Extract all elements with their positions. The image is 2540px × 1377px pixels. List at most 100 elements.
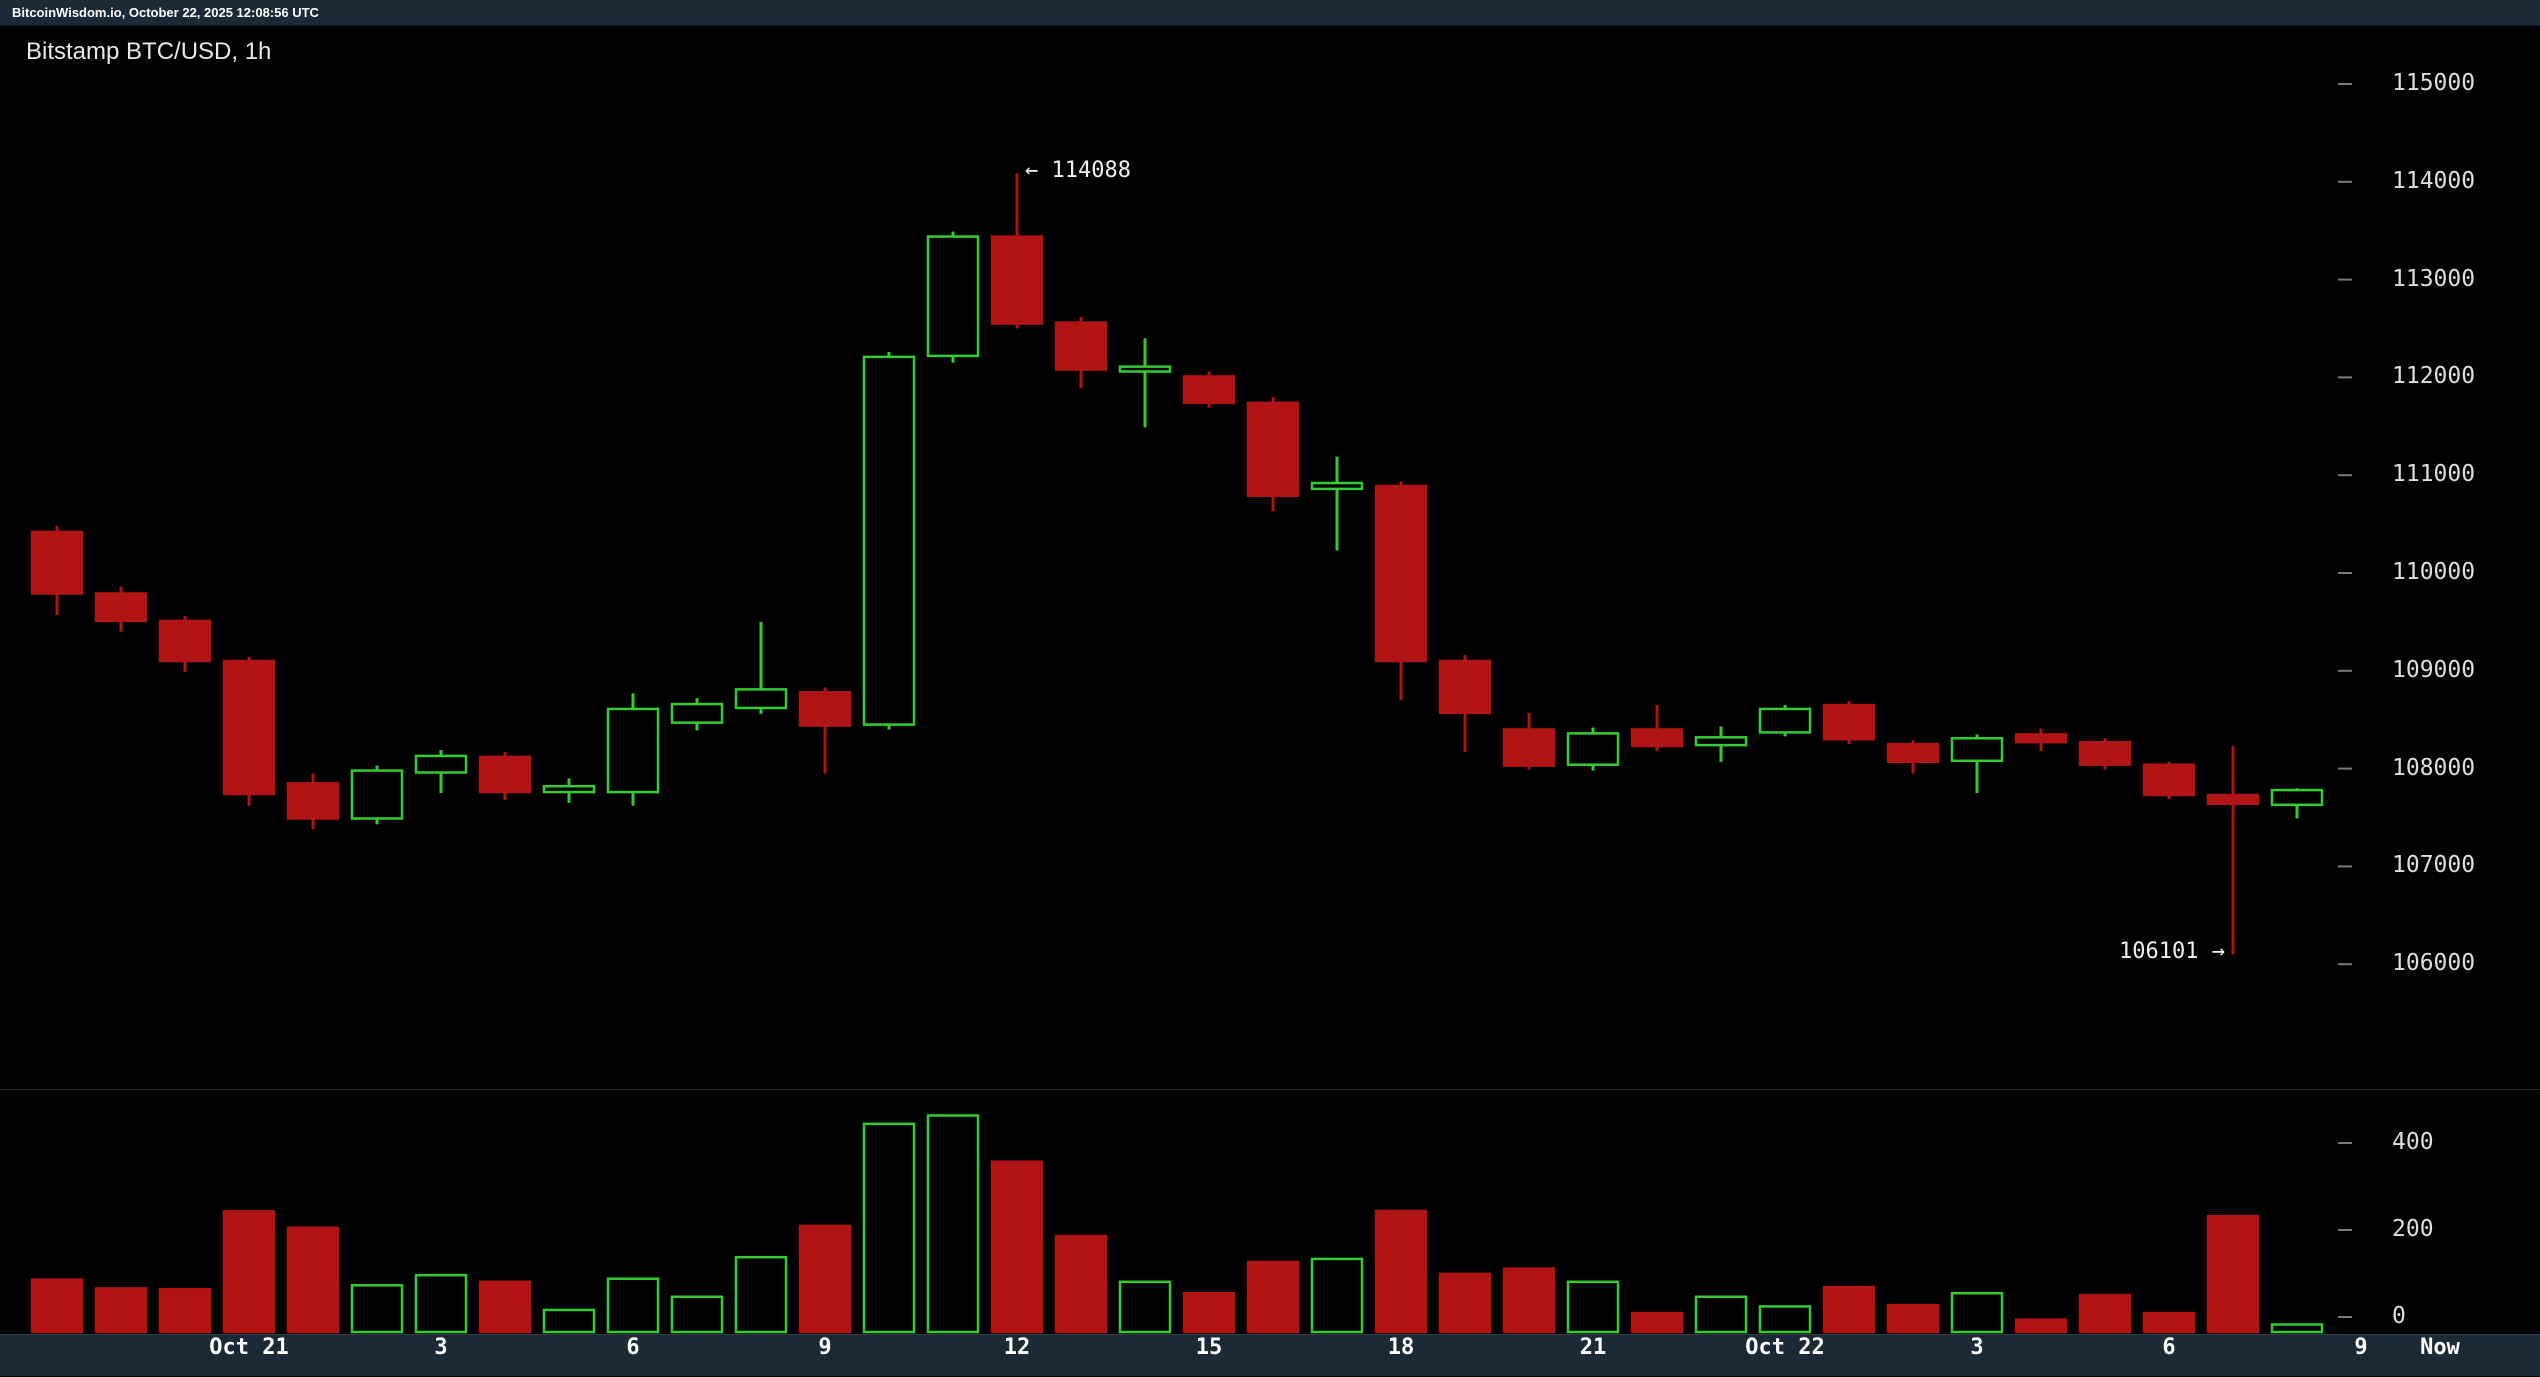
candle-body (1694, 736, 1748, 747)
volume-bar (350, 1284, 404, 1334)
volume-tick (2338, 1142, 2352, 1144)
candle-body (606, 707, 660, 794)
price-tick (2338, 963, 2352, 966)
time-axis-label: 9 (818, 1335, 832, 1360)
candle-body (30, 530, 84, 595)
candle-body (798, 691, 852, 727)
status-bar: BitcoinWisdom.io, October 22, 2025 12:08… (0, 0, 2540, 26)
candle-body (2142, 763, 2196, 797)
price-tick (2338, 865, 2352, 868)
candle-body (1950, 737, 2004, 763)
candle-body (542, 784, 596, 794)
candle-body (990, 235, 1044, 325)
candle-body (1630, 728, 1684, 748)
volume-bar (734, 1255, 788, 1334)
candle-body (222, 659, 276, 796)
volume-bar (1566, 1280, 1620, 1334)
candle-body (862, 355, 916, 726)
candle-body (2078, 740, 2132, 766)
candle-body (1182, 375, 1236, 405)
volume-bar (2078, 1293, 2132, 1334)
candle-body (1310, 481, 1364, 491)
candle-body (2014, 733, 2068, 744)
candle-body (414, 754, 468, 774)
time-axis-label: 3 (434, 1335, 448, 1360)
volume-bar (1310, 1257, 1364, 1334)
candle-body (1246, 401, 1300, 497)
volume-bar (1054, 1234, 1108, 1334)
volume-bar (286, 1226, 340, 1334)
candle-body (734, 688, 788, 710)
volume-bar (1694, 1295, 1748, 1334)
candle-body (158, 619, 212, 663)
volume-bar (158, 1288, 212, 1334)
time-axis-label: Oct 21 (209, 1335, 289, 1360)
price-tick (2338, 669, 2352, 672)
volume-bar (1758, 1305, 1812, 1334)
price-tick (2338, 278, 2352, 281)
time-axis-bar: Now Oct 21 3 6 9 12 15 18 21 Oct 22 3 6 9 (0, 1334, 2540, 1376)
candle-body (926, 235, 980, 358)
candle-body (670, 702, 724, 724)
candle-body (2270, 788, 2324, 807)
volume-bar (1246, 1260, 1300, 1334)
volume-bar (1886, 1303, 1940, 1334)
volume-tick (2338, 1316, 2352, 1318)
candle-body (1822, 703, 1876, 741)
time-axis-label: 15 (1195, 1335, 1223, 1360)
volume-bar (1118, 1280, 1172, 1334)
volume-bar (222, 1210, 276, 1334)
candle-body (1758, 707, 1812, 734)
time-axis-label: 21 (1579, 1335, 1607, 1360)
volume-bar (94, 1287, 148, 1334)
candle-body (2206, 793, 2260, 806)
volume-bar (2014, 1318, 2068, 1334)
price-tick (2338, 180, 2352, 183)
candle-body (1374, 484, 1428, 663)
price-tick (2338, 474, 2352, 477)
volume-bar (798, 1224, 852, 1334)
candle-body (350, 769, 404, 820)
price-tick (2338, 572, 2352, 574)
volume-bar (414, 1273, 468, 1334)
price-tick (2338, 376, 2352, 379)
time-axis-label: 6 (2162, 1335, 2176, 1360)
volume-bar (1438, 1272, 1492, 1334)
volume-bar (2142, 1311, 2196, 1334)
volume-bar (1822, 1285, 1876, 1334)
time-axis-label: Oct 22 (1745, 1335, 1825, 1360)
time-axis-label: 6 (626, 1335, 640, 1360)
volume-bar (670, 1295, 724, 1334)
candle-body (1118, 365, 1172, 373)
candle-body (1438, 659, 1492, 715)
price-tick (2338, 767, 2352, 770)
time-axis-label: 12 (1003, 1335, 1031, 1360)
volume-bar (478, 1280, 532, 1334)
volume-bar (1182, 1291, 1236, 1334)
price-tick (2338, 83, 2352, 85)
volume-bar (1502, 1267, 1556, 1334)
candle-body (478, 755, 532, 794)
volume-bar (1374, 1209, 1428, 1334)
pane-divider (0, 1089, 2540, 1090)
volume-bar (30, 1278, 84, 1334)
volume-bar (606, 1277, 660, 1334)
candle-body (1502, 728, 1556, 767)
volume-bar (862, 1122, 916, 1334)
candle-body (94, 592, 148, 623)
volume-bar (926, 1114, 980, 1334)
time-axis-label: 3 (1970, 1335, 1984, 1360)
volume-bar (990, 1160, 1044, 1334)
candle-body (1566, 732, 1620, 766)
volume-tick (2338, 1229, 2352, 1231)
candle-body (286, 782, 340, 820)
status-bar-text: BitcoinWisdom.io, October 22, 2025 12:08… (12, 5, 319, 20)
volume-bar (2270, 1323, 2324, 1334)
volume-bar (2206, 1214, 2260, 1334)
now-label: Now (2420, 1335, 2460, 1360)
time-axis-label: 18 (1387, 1335, 1415, 1360)
volume-bar (1950, 1291, 2004, 1334)
volume-bar (1630, 1311, 1684, 1334)
time-axis-label: 9 (2354, 1335, 2368, 1360)
